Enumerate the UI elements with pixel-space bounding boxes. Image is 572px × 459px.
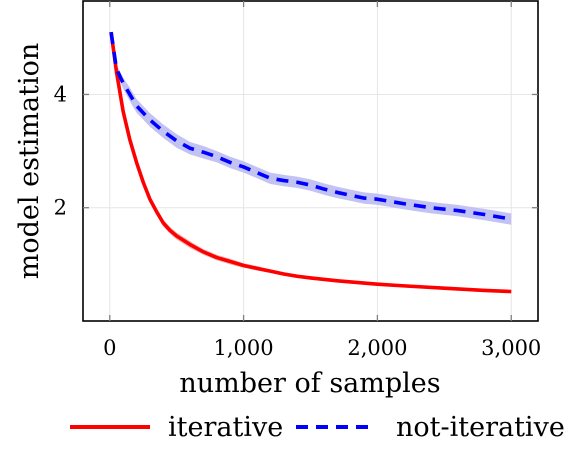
band-not-iterative bbox=[111, 31, 512, 225]
x-tick-label: 2,000 bbox=[347, 336, 407, 360]
series-line-not-iterative bbox=[109, 31, 512, 221]
line-layer bbox=[109, 31, 512, 294]
x-tick-label: 3,000 bbox=[481, 336, 541, 360]
x-tick-label: 1,000 bbox=[214, 336, 274, 360]
y-axis-label: model estimation bbox=[14, 43, 45, 280]
band-iterative bbox=[111, 31, 512, 293]
legend-label-not-iterative: not-iterative bbox=[396, 412, 565, 443]
x-tick-label: 0 bbox=[103, 336, 116, 360]
y-tick-label: 4 bbox=[54, 82, 67, 106]
legend-label-iterative: iterative bbox=[168, 412, 283, 443]
series-line-iterative bbox=[109, 31, 512, 294]
y-tick-label: 2 bbox=[54, 196, 67, 220]
plot-frame bbox=[82, 0, 539, 322]
legend: iterative not-iterative bbox=[70, 412, 565, 443]
band-layer bbox=[111, 31, 512, 293]
tick-layer bbox=[83, 1, 538, 321]
tick-label-layer: 0 1,000 2,000 3,000 2 4 bbox=[54, 82, 542, 360]
grid-layer bbox=[83, 1, 538, 321]
x-axis-label: number of samples bbox=[179, 368, 440, 399]
